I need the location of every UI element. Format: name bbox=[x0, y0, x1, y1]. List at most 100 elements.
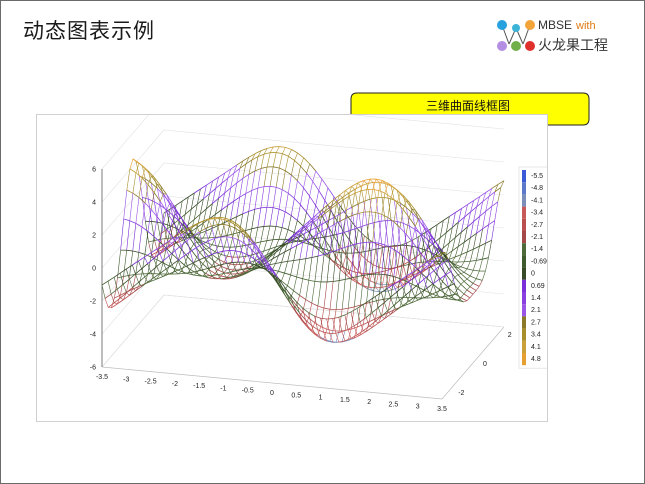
wire-x bbox=[460, 284, 468, 291]
wire-y bbox=[205, 257, 209, 269]
wire-x bbox=[138, 256, 145, 262]
wire-x bbox=[294, 198, 301, 206]
wire-x bbox=[150, 248, 157, 254]
wire-y bbox=[159, 193, 164, 202]
wire-y bbox=[153, 259, 158, 274]
wire-x bbox=[421, 218, 428, 229]
wire-y bbox=[153, 258, 158, 267]
wire-x bbox=[305, 319, 312, 326]
wire-x bbox=[442, 242, 450, 249]
wire-y bbox=[405, 297, 410, 306]
wire-y bbox=[211, 275, 215, 279]
wire-y bbox=[293, 220, 298, 233]
colorbar-swatch bbox=[522, 279, 526, 292]
wire-x bbox=[309, 195, 316, 206]
wire-y bbox=[342, 232, 347, 254]
wire-y bbox=[208, 268, 212, 276]
wire-x bbox=[426, 261, 434, 267]
wire-x bbox=[467, 221, 474, 228]
z-gridline bbox=[101, 129, 505, 203]
wire-x bbox=[263, 248, 270, 252]
wire-y bbox=[162, 244, 167, 249]
wire-x bbox=[317, 254, 325, 257]
wire-x bbox=[281, 260, 288, 263]
wire-x bbox=[263, 264, 270, 267]
wire-x bbox=[267, 146, 274, 149]
wire-x bbox=[235, 228, 243, 233]
wire-y bbox=[200, 198, 204, 215]
wire-x bbox=[141, 226, 149, 232]
wire-x bbox=[193, 243, 201, 253]
wire-x bbox=[296, 233, 304, 238]
floor-edge bbox=[101, 326, 505, 400]
wire-y bbox=[208, 240, 212, 255]
wire-x bbox=[411, 299, 419, 303]
wire-y bbox=[457, 293, 461, 301]
wire-y bbox=[424, 245, 428, 258]
wire-y bbox=[220, 236, 224, 252]
wire-y bbox=[238, 239, 243, 253]
wire-x bbox=[291, 149, 298, 154]
wire-x bbox=[435, 263, 443, 270]
wire-x bbox=[153, 192, 161, 202]
wire-x bbox=[417, 264, 425, 269]
wire-y bbox=[278, 227, 283, 240]
wire-x bbox=[299, 228, 307, 234]
wire-y bbox=[488, 240, 492, 258]
wire-x bbox=[305, 299, 312, 304]
wire-x bbox=[408, 217, 416, 227]
wire-y bbox=[229, 225, 234, 238]
wire-x bbox=[199, 252, 207, 260]
wire-y bbox=[318, 215, 323, 230]
wire-y bbox=[135, 161, 140, 176]
wire-y bbox=[432, 261, 437, 270]
wire-x bbox=[351, 276, 358, 279]
wire-y bbox=[393, 251, 398, 277]
wire-y bbox=[357, 252, 362, 274]
wire-x bbox=[353, 321, 361, 327]
wire-y bbox=[196, 214, 201, 228]
wire-y bbox=[150, 236, 155, 257]
wire-y bbox=[476, 246, 480, 261]
wire-x bbox=[266, 252, 273, 259]
wire-y bbox=[251, 153, 256, 161]
wire-x bbox=[423, 260, 431, 265]
y-tick-label: 2 bbox=[508, 332, 512, 339]
wire-y bbox=[144, 276, 148, 283]
wire-x bbox=[303, 157, 310, 165]
wire-y bbox=[186, 265, 191, 273]
wire-x bbox=[393, 300, 400, 306]
wire-x bbox=[300, 165, 307, 174]
wire-x bbox=[333, 251, 340, 253]
wire-x bbox=[281, 280, 288, 287]
wire-x bbox=[135, 273, 142, 275]
wire-x bbox=[411, 268, 418, 273]
wire-x bbox=[218, 192, 225, 199]
wire-x bbox=[223, 271, 230, 274]
wire-y bbox=[145, 221, 149, 243]
wire-x bbox=[148, 198, 155, 203]
wire-y bbox=[424, 249, 429, 262]
wire-x bbox=[387, 217, 395, 223]
wire-x bbox=[278, 270, 285, 274]
wire-y bbox=[150, 271, 155, 278]
wire-y bbox=[418, 219, 422, 235]
wire-y bbox=[374, 296, 379, 308]
wire-y bbox=[317, 281, 322, 307]
wire-y bbox=[300, 187, 304, 205]
wire-y bbox=[227, 219, 231, 236]
wire-y bbox=[226, 263, 231, 273]
wire-x bbox=[217, 273, 224, 276]
wire-y bbox=[403, 223, 407, 246]
wire-x bbox=[239, 163, 247, 169]
wire-y bbox=[135, 162, 140, 173]
wire-y bbox=[409, 239, 414, 262]
wire-y bbox=[294, 180, 298, 199]
wire-y bbox=[202, 243, 206, 258]
wire-x bbox=[317, 329, 324, 333]
wire-y bbox=[165, 268, 170, 275]
wire-y bbox=[433, 245, 438, 256]
wire-x bbox=[287, 285, 294, 292]
wire-x bbox=[315, 245, 322, 249]
